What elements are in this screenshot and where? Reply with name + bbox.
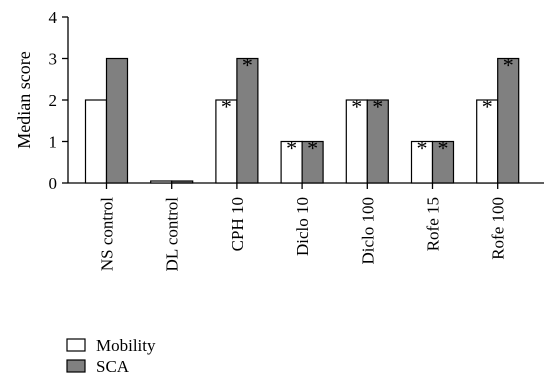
bar-mobility xyxy=(84,99,108,184)
significance-star: * xyxy=(242,53,253,78)
category-label: Rofe 15 xyxy=(424,197,443,251)
bar-sca xyxy=(366,99,389,184)
category-label: DL control xyxy=(163,197,182,272)
significance-star: * xyxy=(221,94,232,119)
legend: Mobility SCA xyxy=(66,336,156,376)
category-label: Diclo 100 xyxy=(358,197,377,265)
y-tick-label: 0 xyxy=(49,174,58,193)
y-axis: 0 1 2 3 4 xyxy=(49,8,69,193)
category-label: Diclo 10 xyxy=(293,197,312,256)
y-tick-label: 4 xyxy=(49,8,58,27)
significance-star: * xyxy=(307,136,318,161)
category-labels: NS control DL control CPH 10 Diclo 10 Diclo … xyxy=(98,197,508,272)
significance-star: * xyxy=(286,136,297,161)
y-tick-label: 2 xyxy=(49,91,58,110)
bar-sca xyxy=(301,140,324,184)
significance-star: * xyxy=(417,136,428,161)
bar-sca xyxy=(497,57,520,184)
significance-star: * xyxy=(482,94,493,119)
significance-star: * xyxy=(372,94,383,119)
y-tick-label: 3 xyxy=(49,50,58,69)
legend-label-sca: SCA xyxy=(96,357,130,376)
significance-star: * xyxy=(503,53,514,78)
legend-swatch-sca xyxy=(66,359,86,373)
category-label: Rofe 100 xyxy=(489,197,508,260)
bar-sca xyxy=(171,180,194,184)
bars xyxy=(84,57,520,184)
category-label: CPH 10 xyxy=(228,197,247,251)
significance-star: * xyxy=(351,94,362,119)
y-tick-label: 1 xyxy=(49,133,58,152)
significance-star: * xyxy=(438,136,449,161)
x-axis xyxy=(68,182,544,189)
legend-label-mobility: Mobility xyxy=(96,336,156,355)
bar-mobility xyxy=(150,180,173,184)
y-axis-title: Median score xyxy=(14,51,34,148)
significance-markers: * * * * * * * * * * xyxy=(221,53,514,161)
category-label: NS control xyxy=(98,197,117,271)
bar-sca xyxy=(236,57,259,184)
bar-sca xyxy=(105,57,129,184)
bar-sca xyxy=(431,140,455,184)
legend-swatch-mobility xyxy=(66,338,86,352)
